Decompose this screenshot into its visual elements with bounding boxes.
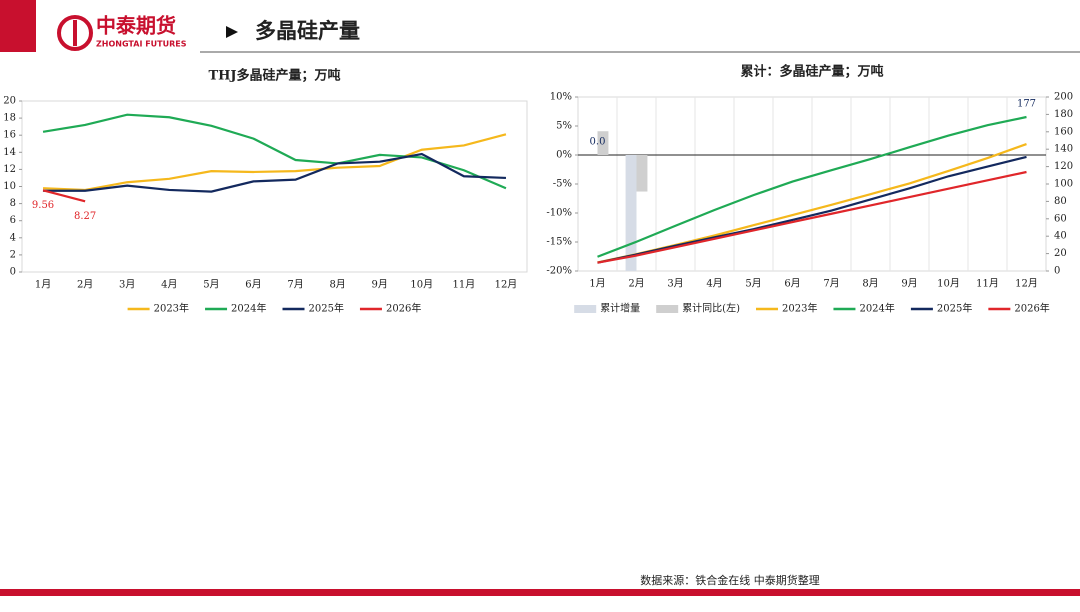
x-tick-label: 12月 (495, 279, 518, 291)
x-tick-label: 6月 (245, 279, 261, 291)
legend-label: 2023年 (154, 302, 189, 315)
y-tick-label: 10 (3, 181, 16, 192)
y-tick-label: 0 (10, 267, 16, 278)
x-tick-label: 9月 (901, 278, 917, 290)
y2-tick-label: 160 (1054, 126, 1073, 137)
y2-tick-label: 60 (1054, 213, 1067, 224)
x-tick-label: 3月 (119, 279, 135, 291)
y2-tick-label: 200 (1054, 92, 1073, 103)
bar (625, 155, 637, 271)
y-tick-label: -15% (546, 237, 572, 248)
y-tick-label: 18 (3, 113, 16, 124)
x-tick-label: 10月 (410, 279, 433, 291)
chart-title: 累计：多晶硅产量；万吨 (740, 64, 883, 80)
legend-label: 2026年 (386, 302, 421, 315)
y-tick-label: 16 (3, 130, 16, 141)
legend-label: 累计增量 (600, 302, 640, 315)
x-tick-label: 2月 (628, 278, 644, 290)
x-tick-label: 5月 (745, 278, 761, 290)
x-tick-label: 11月 (453, 279, 476, 291)
y-tick-label: -5% (553, 179, 572, 190)
x-tick-label: 9月 (372, 279, 388, 291)
y2-tick-label: 180 (1054, 109, 1073, 120)
legend-label: 2026年 (1014, 302, 1049, 315)
data-label: 8.27 (74, 211, 96, 222)
bar (597, 131, 609, 155)
line-series (597, 115, 1027, 258)
x-tick-label: 2月 (77, 279, 93, 291)
x-tick-label: 3月 (667, 278, 683, 290)
logo-icon (57, 15, 93, 51)
x-tick-label: 11月 (976, 278, 999, 290)
data-label: 0.0 (590, 137, 606, 148)
y2-tick-label: 20 (1054, 248, 1067, 259)
legend-label: 累计同比(左) (682, 302, 740, 315)
y-tick-label: 4 (10, 232, 16, 243)
logo-text: 中泰期货 (96, 14, 176, 38)
x-tick-label: 6月 (784, 278, 800, 290)
y-tick-label: 5% (556, 121, 572, 132)
legend-label: 2024年 (859, 302, 894, 315)
y2-tick-label: 40 (1054, 231, 1067, 242)
line-series (42, 133, 507, 192)
y-tick-label: 0% (556, 150, 572, 161)
line-series (597, 155, 1027, 264)
logo-subtext: ZHONGTAI FUTURES (96, 40, 187, 49)
footer-bar (0, 589, 1080, 596)
bar (636, 155, 648, 192)
line-series (42, 189, 86, 203)
x-tick-label: 4月 (706, 278, 722, 290)
legend-swatch (656, 305, 679, 313)
x-tick-label: 1月 (35, 279, 51, 291)
y2-tick-label: 0 (1054, 266, 1060, 277)
x-tick-label: 7月 (287, 279, 303, 291)
data-label: 9.56 (32, 200, 54, 211)
x-tick-label: 1月 (589, 278, 605, 290)
line-series (43, 152, 507, 193)
line-series (597, 170, 1027, 264)
y-tick-label: 12 (3, 164, 16, 175)
y-tick-label: 2 (10, 249, 16, 260)
x-tick-label: 4月 (161, 279, 177, 291)
y-tick-label: -10% (546, 208, 572, 219)
y2-tick-label: 120 (1054, 161, 1073, 172)
y-tick-label: 6 (10, 215, 16, 226)
page-title: 多晶硅产量 (255, 19, 360, 43)
x-tick-label: 8月 (329, 279, 345, 291)
x-tick-label: 7月 (823, 278, 839, 290)
y2-tick-label: 140 (1054, 144, 1073, 155)
logo-icon-bar (73, 20, 77, 46)
line-series (42, 113, 507, 190)
x-tick-label: 8月 (862, 278, 878, 290)
y-tick-label: 20 (3, 96, 16, 107)
x-tick-label: 5月 (203, 279, 219, 291)
y-tick-label: -20% (546, 266, 572, 277)
y-tick-label: 10% (550, 92, 572, 103)
y-tick-label: 8 (10, 198, 16, 209)
x-tick-label: 10月 (937, 278, 960, 290)
y-tick-label: 14 (3, 147, 16, 158)
legend-label: 2025年 (937, 302, 972, 315)
y2-tick-label: 100 (1054, 179, 1073, 190)
chart-title: THJ多晶硅产量；万吨 (208, 68, 340, 84)
header-strip (0, 0, 36, 52)
legend-label: 2024年 (231, 302, 266, 315)
x-tick-label: 12月 (1015, 278, 1038, 290)
legend-swatch (574, 305, 597, 313)
legend-label: 2023年 (782, 302, 817, 315)
legend-label: 2025年 (309, 302, 344, 315)
bullet-arrow (226, 26, 238, 38)
y2-tick-label: 80 (1054, 196, 1067, 207)
source-note: 数据来源：铁合金在线 中泰期货整理 (640, 573, 820, 587)
data-label: 177 (1017, 99, 1036, 110)
